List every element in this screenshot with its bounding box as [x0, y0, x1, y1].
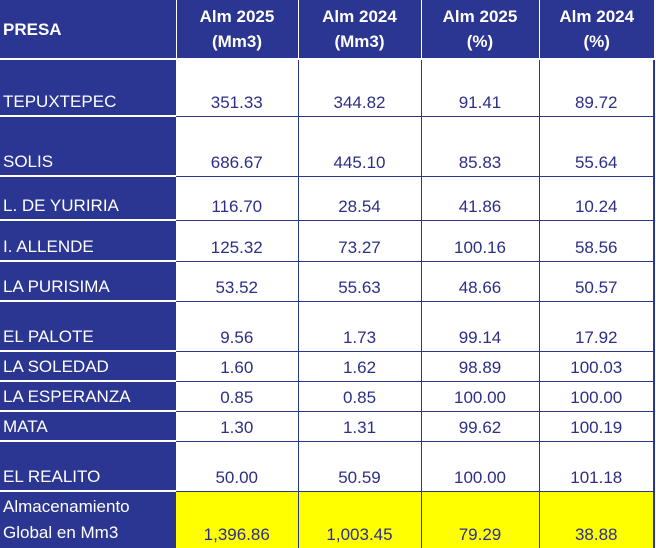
header-alm-2025-pct: Alm 2025 (%) — [421, 0, 540, 60]
dam-name: LA ESPERANZA — [0, 381, 176, 412]
alm-2025-pct: 100.00 — [421, 381, 540, 412]
alm-2025-pct: 85.83 — [421, 116, 540, 177]
alm-2025-mm3: 9.56 — [176, 301, 299, 352]
alm-2025-pct: 48.66 — [421, 261, 540, 302]
total-alm-2025-mm3: 1,396.86 — [176, 491, 299, 548]
header-label-line2: (%) — [583, 32, 610, 51]
dam-name: TEPUXTEPEC — [0, 59, 176, 117]
alm-2024-mm3: 55.63 — [298, 261, 422, 302]
header-alm-2024-mm3: Alm 2024 (Mm3) — [298, 0, 422, 60]
alm-2024-mm3: 344.82 — [298, 59, 422, 117]
alm-2024-mm3: 1.31 — [298, 411, 422, 442]
alm-2024-mm3: 50.59 — [298, 441, 422, 492]
total-alm-2025-pct: 79.29 — [421, 491, 540, 548]
alm-2024-pct: 58.56 — [539, 220, 655, 262]
header-label-line1: Alm 2024 — [322, 7, 397, 26]
table-row: LA PURISIMA 53.52 55.63 48.66 50.57 — [0, 261, 655, 302]
alm-2025-mm3: 116.70 — [176, 176, 299, 221]
table-row: MATA 1.30 1.31 99.62 100.19 — [0, 411, 655, 442]
alm-2025-pct: 100.00 — [421, 441, 540, 492]
header-label-line2: (Mm3) — [211, 32, 263, 51]
alm-2025-mm3: 1.60 — [176, 351, 299, 382]
alm-2025-pct: 98.89 — [421, 351, 540, 382]
table-row: L. DE YURIRIA 116.70 28.54 41.86 10.24 — [0, 176, 655, 221]
alm-2025-mm3: 351.33 — [176, 59, 299, 117]
table-row: I. ALLENDE 125.32 73.27 100.16 58.56 — [0, 220, 655, 262]
total-label: Almacenamiento Global en Mm3 — [0, 491, 176, 548]
alm-2024-mm3: 1.62 — [298, 351, 422, 382]
total-alm-2024-mm3: 1,003.45 — [298, 491, 422, 548]
alm-2024-mm3: 0.85 — [298, 381, 422, 412]
table-row: EL REALITO 50.00 50.59 100.00 101.18 — [0, 441, 655, 492]
dam-name: SOLIS — [0, 116, 176, 177]
table-header-row: PRESA Alm 2025 (Mm3) Alm 2024 (Mm3) Alm … — [0, 0, 654, 60]
dam-name: LA PURISIMA — [0, 261, 176, 302]
table-row: LA SOLEDAD 1.60 1.62 98.89 100.03 — [0, 351, 655, 382]
total-label-line1: Almacenamiento — [3, 497, 130, 516]
alm-2024-pct: 55.64 — [539, 116, 655, 177]
table-row: EL PALOTE 9.56 1.73 99.14 17.92 — [0, 301, 655, 352]
alm-2024-pct: 10.24 — [539, 176, 655, 221]
total-row: Almacenamiento Global en Mm3 1,396.86 1,… — [0, 491, 655, 548]
alm-2024-pct: 101.18 — [539, 441, 655, 492]
dam-name: EL PALOTE — [0, 301, 176, 352]
dam-name: I. ALLENDE — [0, 220, 176, 262]
alm-2024-pct: 100.03 — [539, 351, 655, 382]
alm-2024-pct: 50.57 — [539, 261, 655, 302]
alm-2025-mm3: 0.85 — [176, 381, 299, 412]
header-label-line1: Alm 2025 — [442, 7, 518, 26]
alm-2024-mm3: 28.54 — [298, 176, 422, 221]
total-alm-2024-pct: 38.88 — [539, 491, 655, 548]
header-label-line1: Alm 2025 — [199, 7, 275, 26]
alm-2024-pct: 100.19 — [539, 411, 655, 442]
table-row: SOLIS 686.67 445.10 85.83 55.64 — [0, 116, 655, 177]
alm-2025-mm3: 53.52 — [176, 261, 299, 302]
table-row: LA ESPERANZA 0.85 0.85 100.00 100.00 — [0, 381, 655, 412]
total-label-line2: Global en Mm3 — [3, 523, 119, 542]
header-label-line2: (Mm3) — [334, 32, 385, 51]
alm-2025-mm3: 686.67 — [176, 116, 299, 177]
dam-name: MATA — [0, 411, 176, 442]
alm-2025-mm3: 1.30 — [176, 411, 299, 442]
alm-2024-pct: 17.92 — [539, 301, 655, 352]
alm-2025-pct: 99.62 — [421, 411, 540, 442]
dam-name: LA SOLEDAD — [0, 351, 176, 382]
dam-name: EL REALITO — [0, 441, 176, 492]
alm-2025-pct: 91.41 — [421, 59, 540, 117]
header-alm-2025-mm3: Alm 2025 (Mm3) — [176, 0, 299, 60]
alm-2025-pct: 100.16 — [421, 220, 540, 262]
alm-2025-mm3: 50.00 — [176, 441, 299, 492]
alm-2024-pct: 100.00 — [539, 381, 655, 412]
alm-2024-pct: 89.72 — [539, 59, 655, 117]
header-label-line2: (%) — [466, 32, 494, 51]
dam-name: L. DE YURIRIA — [0, 176, 176, 221]
alm-2025-pct: 41.86 — [421, 176, 540, 221]
alm-2024-mm3: 445.10 — [298, 116, 422, 177]
table-row: TEPUXTEPEC 351.33 344.82 91.41 89.72 — [0, 59, 655, 117]
header-alm-2024-pct: Alm 2024 (%) — [539, 0, 654, 60]
alm-2024-mm3: 1.73 — [298, 301, 422, 352]
alm-2025-mm3: 125.32 — [176, 220, 299, 262]
header-presa: PRESA — [0, 0, 177, 60]
alm-2024-mm3: 73.27 — [298, 220, 422, 262]
header-label-line1: Alm 2024 — [559, 7, 635, 26]
alm-2025-pct: 99.14 — [421, 301, 540, 352]
